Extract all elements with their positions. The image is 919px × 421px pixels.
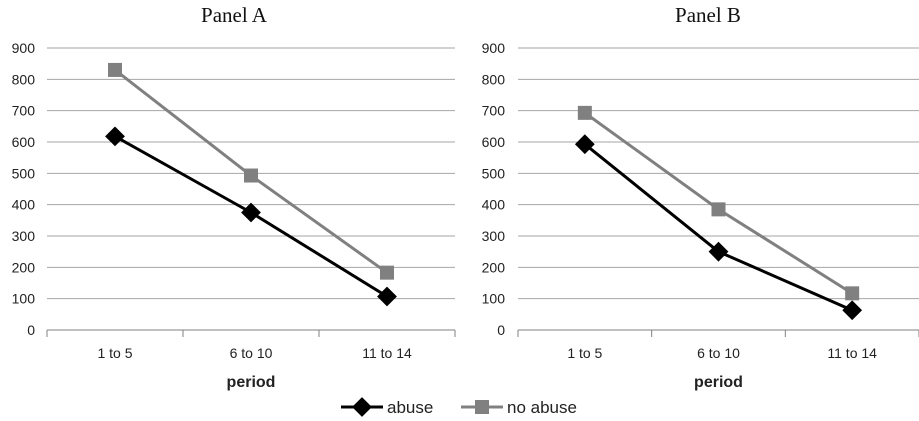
legend-no-abuse-marker bbox=[475, 400, 489, 414]
legend-abuse-marker bbox=[352, 397, 372, 417]
legend-abuse-label: abuse bbox=[387, 398, 433, 417]
y-tick-label: 400 bbox=[12, 197, 36, 213]
data-point-no-abuse bbox=[845, 286, 860, 301]
data-point-no-abuse bbox=[711, 202, 726, 217]
x-tick-label: 6 to 10 bbox=[230, 345, 273, 361]
y-tick-label: 600 bbox=[12, 134, 36, 150]
x-axis-title: period bbox=[694, 374, 743, 391]
legend-no-abuse-label: no abuse bbox=[507, 398, 577, 417]
x-tick-label: 6 to 10 bbox=[697, 345, 740, 361]
panel-title: Panel B bbox=[675, 3, 741, 27]
data-point-abuse bbox=[105, 126, 125, 147]
series-line-abuse bbox=[583, 143, 853, 312]
y-tick-label: 800 bbox=[12, 71, 36, 87]
panel-title: Panel A bbox=[201, 3, 268, 27]
y-tick-label: 200 bbox=[12, 259, 36, 275]
data-point-no-abuse bbox=[244, 168, 258, 183]
y-tick-label: 300 bbox=[12, 228, 36, 244]
data-point-no-abuse bbox=[577, 105, 592, 120]
panel-a: Panel A 0 100 200 300 400 500 600 700 800 900 1 to … bbox=[12, 3, 456, 391]
data-point-abuse bbox=[842, 300, 863, 321]
x-tick-label: 11 to 14 bbox=[827, 345, 877, 361]
y-tick-label: 0 bbox=[27, 322, 35, 338]
x-tick-label: 1 to 5 bbox=[97, 345, 132, 361]
y-tick-label: 100 bbox=[482, 291, 506, 307]
y-tick-label: 900 bbox=[12, 40, 36, 56]
y-tick-label: 500 bbox=[12, 165, 36, 181]
x-axis-title: period bbox=[227, 374, 276, 391]
x-tick-label: 1 to 5 bbox=[567, 345, 602, 361]
y-tick-label: 500 bbox=[482, 165, 506, 181]
y-tick-label: 300 bbox=[482, 228, 506, 244]
legend: abuse no abuse bbox=[341, 397, 577, 417]
y-tick-label: 400 bbox=[482, 197, 506, 213]
panel-b: Panel B 0 100 200 300 400 500 600 700 800 900 1 to … bbox=[482, 3, 919, 391]
y-tick-label: 100 bbox=[12, 291, 36, 307]
y-tick-label: 200 bbox=[482, 259, 506, 275]
data-point-abuse bbox=[377, 286, 397, 307]
data-point-abuse bbox=[241, 202, 261, 223]
x-tick-label: 11 to 14 bbox=[362, 345, 412, 361]
y-tick-label: 600 bbox=[482, 134, 506, 150]
y-tick-label: 700 bbox=[12, 103, 36, 119]
y-tick-label: 800 bbox=[482, 71, 506, 87]
y-tick-label: 700 bbox=[482, 103, 506, 119]
y-tick-label: 900 bbox=[482, 40, 506, 56]
data-point-no-abuse bbox=[380, 265, 394, 280]
data-point-no-abuse bbox=[108, 62, 122, 77]
y-tick-label: 0 bbox=[497, 322, 505, 338]
